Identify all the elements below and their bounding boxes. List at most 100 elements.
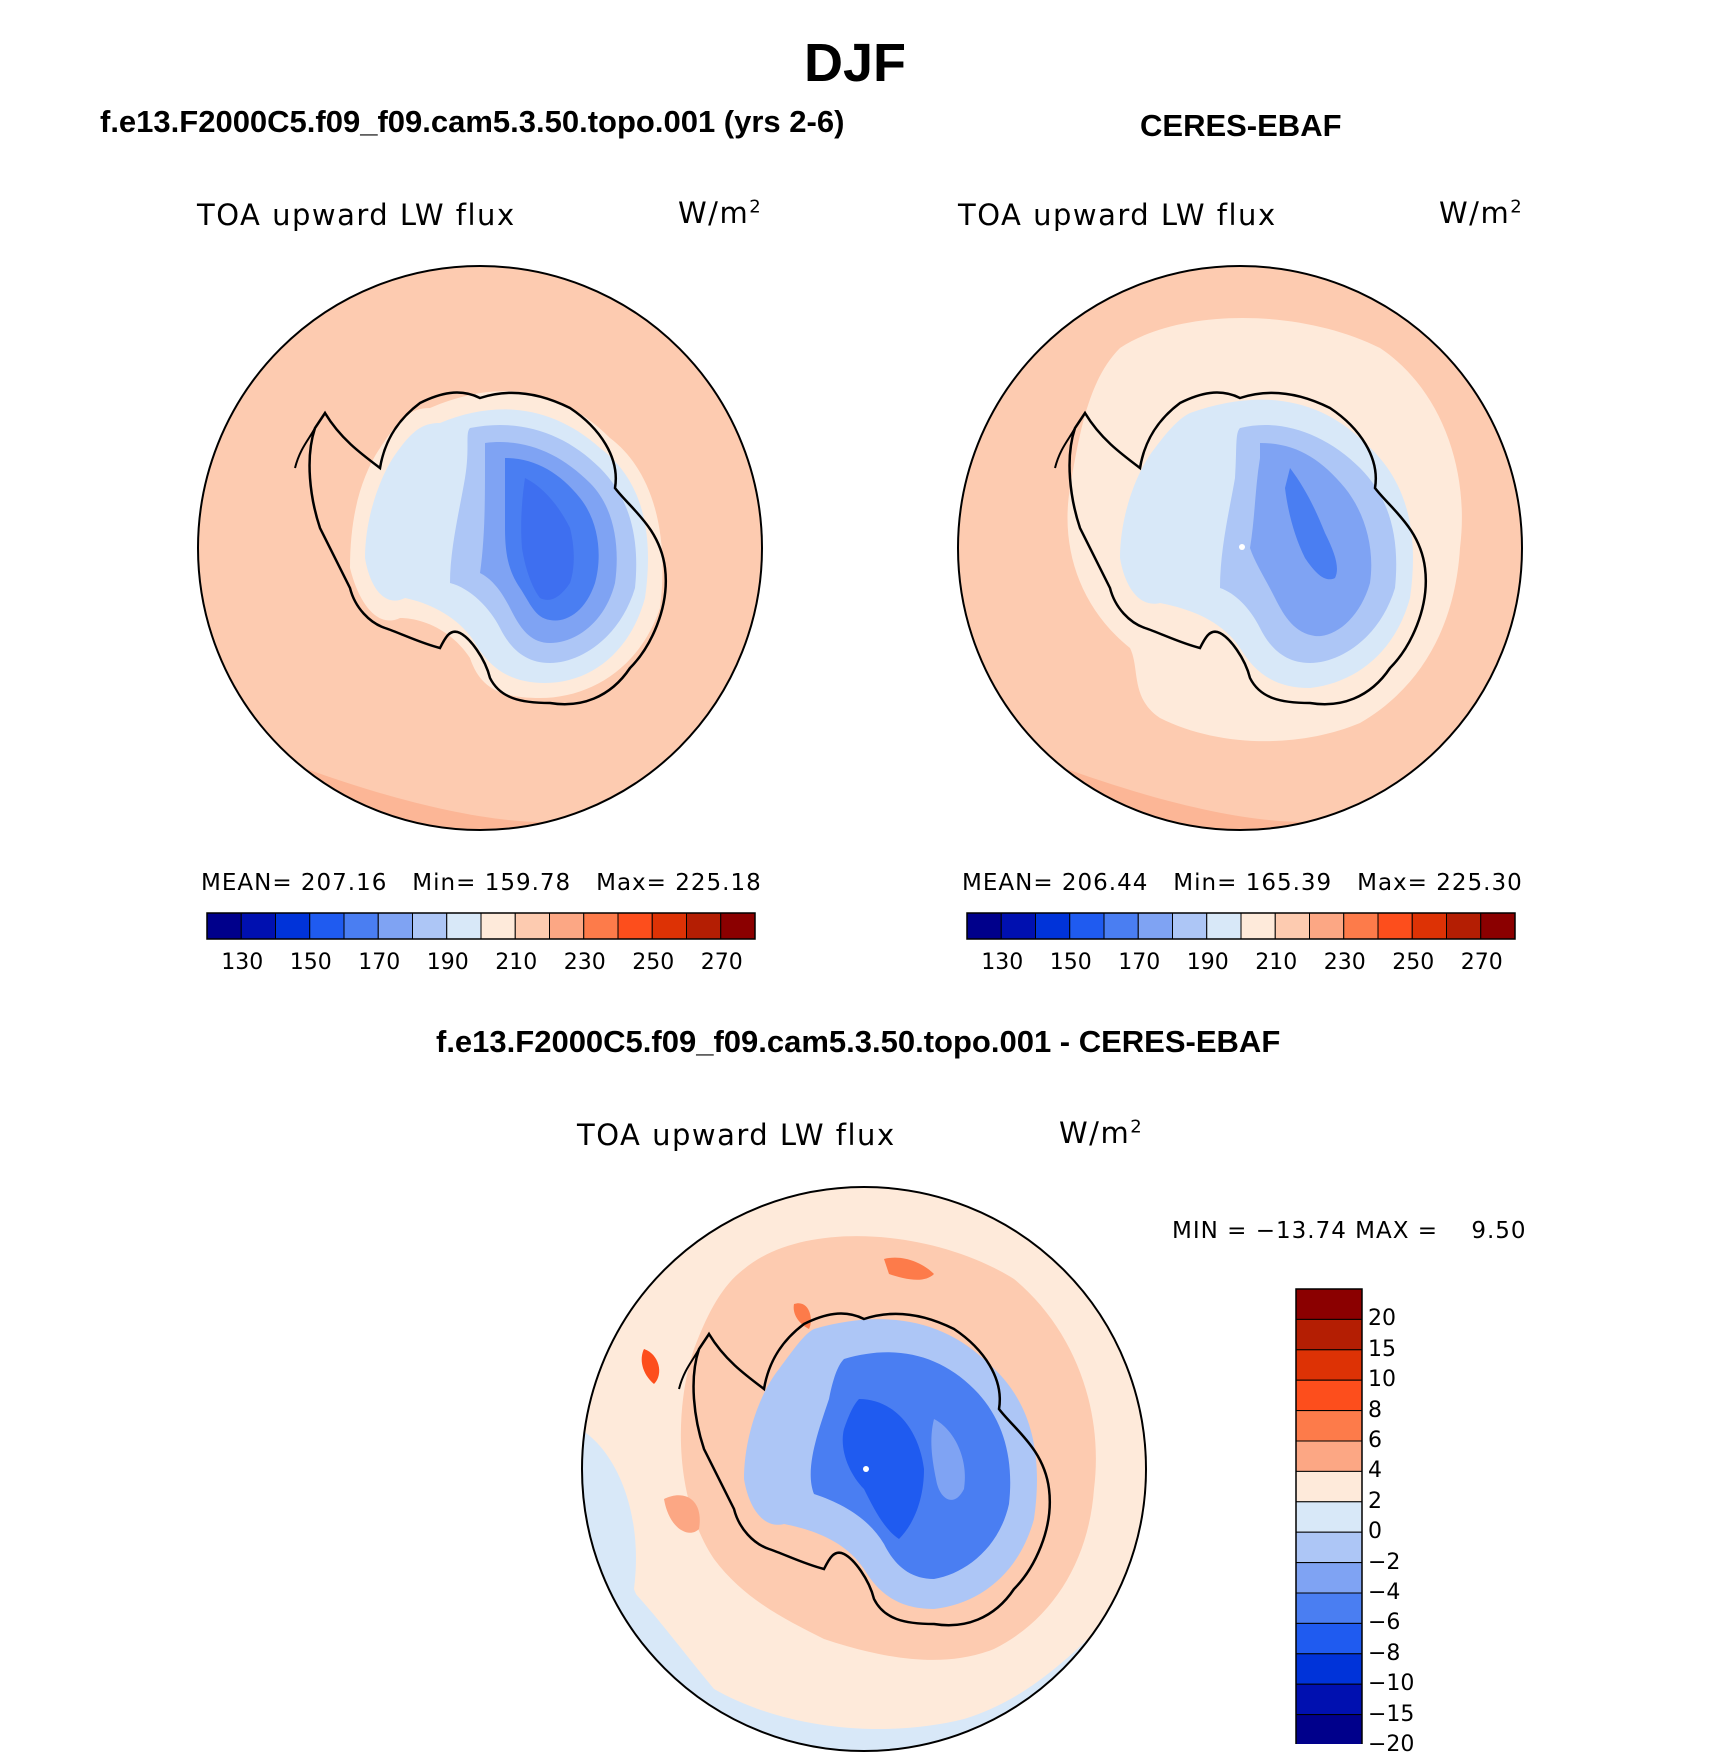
colorbar-swatch — [1295, 1592, 1363, 1624]
colorbar-swatch — [309, 912, 345, 940]
diff-colorbar-labels: 20 15 10 8 6 4 2 0 −2 −4 −6 −8 −10 −15 −20 — [1368, 1288, 1448, 1757]
colorbar-tick-label: 270 — [1460, 950, 1503, 975]
colorbar-swatch — [1377, 912, 1413, 940]
diff-variable-label: TOA upward LW flux — [577, 1118, 896, 1152]
colorbar-tick-label: 10 — [1368, 1367, 1396, 1393]
colorbar-tick-label: 170 — [1118, 950, 1161, 975]
colorbar-tick-label: 210 — [495, 950, 538, 975]
obs-stats: MEAN= 206.44 Min= 165.39 Max= 225.30 — [962, 870, 1523, 896]
colorbar-tick-label: 250 — [1392, 950, 1435, 975]
obs-polar-map — [957, 265, 1523, 831]
colorbar-swatch — [1172, 912, 1208, 940]
model-variable-label: TOA upward LW flux — [197, 198, 516, 232]
colorbar-swatch — [1206, 912, 1242, 940]
colorbar-swatch — [1069, 912, 1105, 940]
obs-colorbar — [966, 912, 1516, 940]
colorbar-swatch — [1274, 912, 1310, 940]
colorbar-swatch — [966, 912, 1002, 940]
colorbar-tick-label: 270 — [700, 950, 743, 975]
colorbar-tick-label: 230 — [563, 950, 606, 975]
colorbar-swatch — [480, 912, 516, 940]
obs-colorbar-labels: 130 150 170 190 210 230 250 270 — [966, 950, 1516, 980]
colorbar-swatch — [1295, 1379, 1363, 1412]
colorbar-swatch — [549, 912, 585, 940]
colorbar-swatch — [1343, 912, 1379, 940]
model-units-label: W/m2 — [678, 196, 763, 230]
colorbar-swatch — [446, 912, 482, 940]
colorbar-tick-label: 130 — [981, 950, 1024, 975]
colorbar-tick-label: 150 — [289, 950, 332, 975]
colorbar-swatch — [240, 912, 276, 940]
colorbar-tick-label: −4 — [1368, 1580, 1401, 1605]
colorbar-tick-label: 190 — [1186, 950, 1229, 975]
colorbar-swatch — [377, 912, 413, 940]
colorbar-tick-label: 20 — [1368, 1306, 1396, 1332]
colorbar-swatch — [1295, 1622, 1363, 1655]
figure-title: DJF — [803, 33, 906, 93]
colorbar-swatch — [1446, 912, 1482, 940]
diff-colorbar — [1295, 1288, 1363, 1744]
colorbar-tick-label: 15 — [1368, 1336, 1396, 1362]
model-colorbar — [206, 912, 756, 940]
colorbar-swatch — [1295, 1440, 1363, 1472]
diff-units-label: W/m2 — [1059, 1116, 1144, 1150]
colorbar-swatch — [1295, 1714, 1363, 1744]
colorbar-swatch — [1295, 1318, 1363, 1351]
colorbar-tick-label: −8 — [1368, 1640, 1401, 1666]
colorbar-swatch — [1295, 1349, 1363, 1381]
model-colorbar-labels: 130 150 170 190 210 230 250 270 — [206, 950, 756, 980]
colorbar-tick-label: 230 — [1323, 950, 1366, 975]
colorbar-tick-label: −10 — [1368, 1671, 1415, 1697]
model-polar-map — [197, 265, 763, 831]
colorbar-swatch — [1295, 1653, 1363, 1685]
colorbar-swatch — [1240, 912, 1276, 940]
colorbar-tick-label: 0 — [1368, 1519, 1382, 1545]
colorbar-swatch — [1295, 1470, 1363, 1503]
colorbar-swatch — [1309, 912, 1345, 940]
colorbar-swatch — [1411, 912, 1447, 940]
colorbar-swatch — [275, 912, 311, 940]
colorbar-tick-label: −15 — [1368, 1701, 1415, 1727]
colorbar-swatch — [1295, 1288, 1363, 1320]
obs-panel-title: CERES-EBAF — [1140, 108, 1342, 143]
diff-panel-title: f.e13.F2000C5.f09_f09.cam5.3.50.topo.001… — [436, 1024, 1281, 1059]
model-panel-title: f.e13.F2000C5.f09_f09.cam5.3.50.topo.001… — [100, 104, 845, 139]
colorbar-tick-label: 130 — [221, 950, 264, 975]
colorbar-swatch — [1000, 912, 1036, 940]
obs-variable-label: TOA upward LW flux — [958, 198, 1277, 232]
colorbar-swatch — [1295, 1683, 1363, 1716]
colorbar-tick-label: 8 — [1368, 1397, 1382, 1423]
colorbar-swatch — [206, 912, 242, 940]
colorbar-tick-label: −20 — [1368, 1732, 1415, 1757]
obs-units-label: W/m2 — [1439, 196, 1524, 230]
colorbar-swatch — [1295, 1501, 1363, 1533]
diff-polar-map — [581, 1186, 1147, 1752]
colorbar-swatch — [1295, 1562, 1363, 1594]
colorbar-swatch — [686, 912, 722, 940]
colorbar-tick-label: 210 — [1255, 950, 1298, 975]
colorbar-tick-label: 6 — [1368, 1428, 1382, 1453]
colorbar-swatch — [651, 912, 687, 940]
colorbar-tick-label: 4 — [1368, 1458, 1382, 1484]
colorbar-swatch — [617, 912, 653, 940]
colorbar-swatch — [1295, 1531, 1363, 1564]
colorbar-tick-label: −2 — [1368, 1549, 1401, 1575]
colorbar-tick-label: 150 — [1049, 950, 1092, 975]
colorbar-swatch — [583, 912, 619, 940]
model-stats: MEAN= 207.16 Min= 159.78 Max= 225.18 — [201, 870, 762, 896]
colorbar-swatch — [1103, 912, 1139, 940]
diff-minmax: MIN = −13.74 MAX = 9.50 — [1172, 1218, 1527, 1244]
colorbar-swatch — [412, 912, 448, 940]
colorbar-swatch — [514, 912, 550, 940]
colorbar-swatch — [343, 912, 379, 940]
colorbar-tick-label: 190 — [426, 950, 469, 975]
colorbar-tick-label: 2 — [1368, 1488, 1382, 1514]
colorbar-swatch — [1137, 912, 1173, 940]
colorbar-swatch — [1295, 1410, 1363, 1442]
colorbar-tick-label: −6 — [1368, 1610, 1401, 1636]
colorbar-tick-label: 250 — [632, 950, 675, 975]
colorbar-swatch — [1480, 912, 1516, 940]
colorbar-swatch — [1035, 912, 1071, 940]
colorbar-swatch — [720, 912, 756, 940]
colorbar-tick-label: 170 — [358, 950, 401, 975]
